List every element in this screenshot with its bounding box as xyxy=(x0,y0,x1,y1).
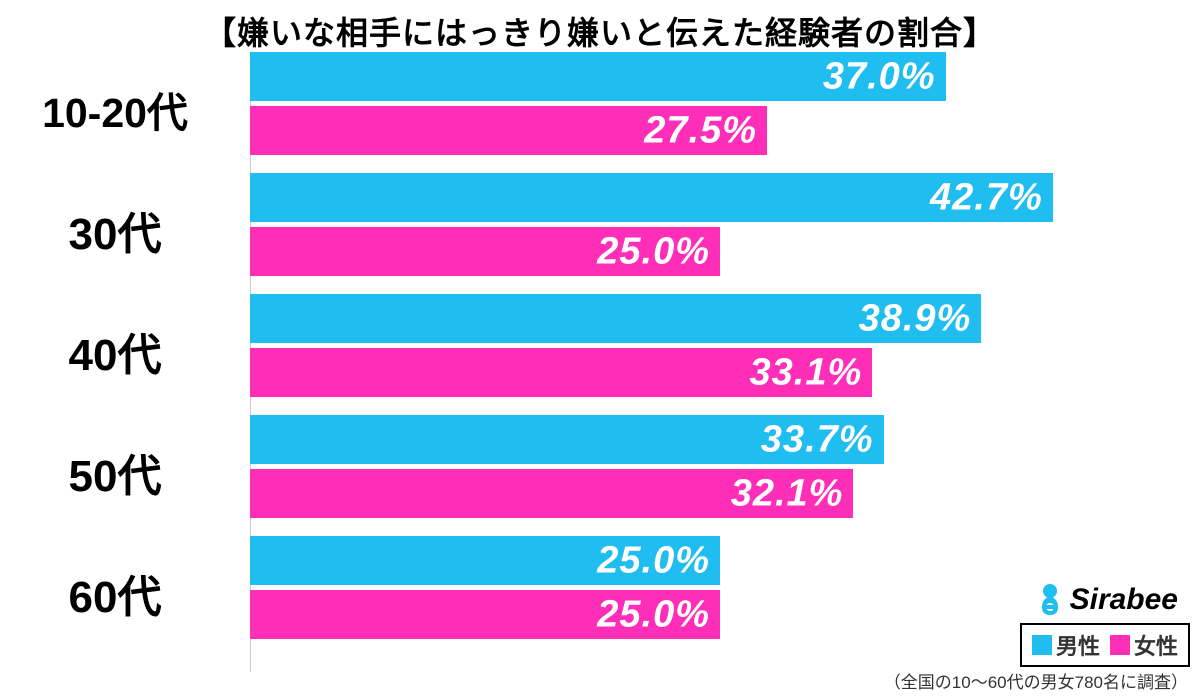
bar-female: 32.1% xyxy=(250,469,853,518)
category-label: 60代 xyxy=(0,561,230,625)
bar-female: 33.1% xyxy=(250,348,872,397)
survey-note: （全国の10〜60代の男女780名に調査） xyxy=(884,668,1188,693)
legend-swatch-male xyxy=(1032,635,1052,655)
category-label: 10-20代 xyxy=(0,79,230,139)
bar-male: 33.7% xyxy=(250,415,884,464)
chart-area: 10-20代 37.0% 27.5% 30代 42.7% 25.0% 40代 38.9% 33.… xyxy=(0,52,1200,672)
bar-male: 38.9% xyxy=(250,294,981,343)
bar-value-female: 25.0% xyxy=(597,230,710,273)
bar-value-male: 33.7% xyxy=(761,418,874,461)
legend-item-male: 男性 xyxy=(1032,629,1100,661)
bar-value-female: 25.0% xyxy=(597,593,710,636)
bar-male: 37.0% xyxy=(250,52,946,101)
legend: 男性 女性 xyxy=(1020,623,1190,667)
bar-value-female: 32.1% xyxy=(731,472,844,515)
category-label: 30代 xyxy=(0,198,230,262)
sirabee-icon xyxy=(1036,583,1064,617)
bar-female: 25.0% xyxy=(250,227,720,276)
bar-male: 42.7% xyxy=(250,173,1053,222)
category-label: 40代 xyxy=(0,319,230,383)
bar-female: 25.0% xyxy=(250,590,720,639)
chart-title: 【嫌いな相手にはっきり嫌いと伝えた経験者の割合】 xyxy=(0,0,1200,54)
bar-value-female: 27.5% xyxy=(644,109,757,152)
bar-value-male: 38.9% xyxy=(859,297,972,340)
bar-male: 25.0% xyxy=(250,536,720,585)
legend-item-female: 女性 xyxy=(1110,629,1178,661)
bar-value-female: 33.1% xyxy=(750,351,863,394)
bar-female: 27.5% xyxy=(250,106,767,155)
legend-swatch-female xyxy=(1110,635,1130,655)
legend-label-female: 女性 xyxy=(1134,629,1178,661)
logo: Sirabee xyxy=(1036,583,1178,617)
logo-text: Sirabee xyxy=(1070,583,1178,617)
bar-value-male: 37.0% xyxy=(823,55,936,98)
bar-value-male: 42.7% xyxy=(930,176,1043,219)
bar-value-male: 25.0% xyxy=(597,539,710,582)
category-label: 50代 xyxy=(0,440,230,504)
legend-label-male: 男性 xyxy=(1056,629,1100,661)
